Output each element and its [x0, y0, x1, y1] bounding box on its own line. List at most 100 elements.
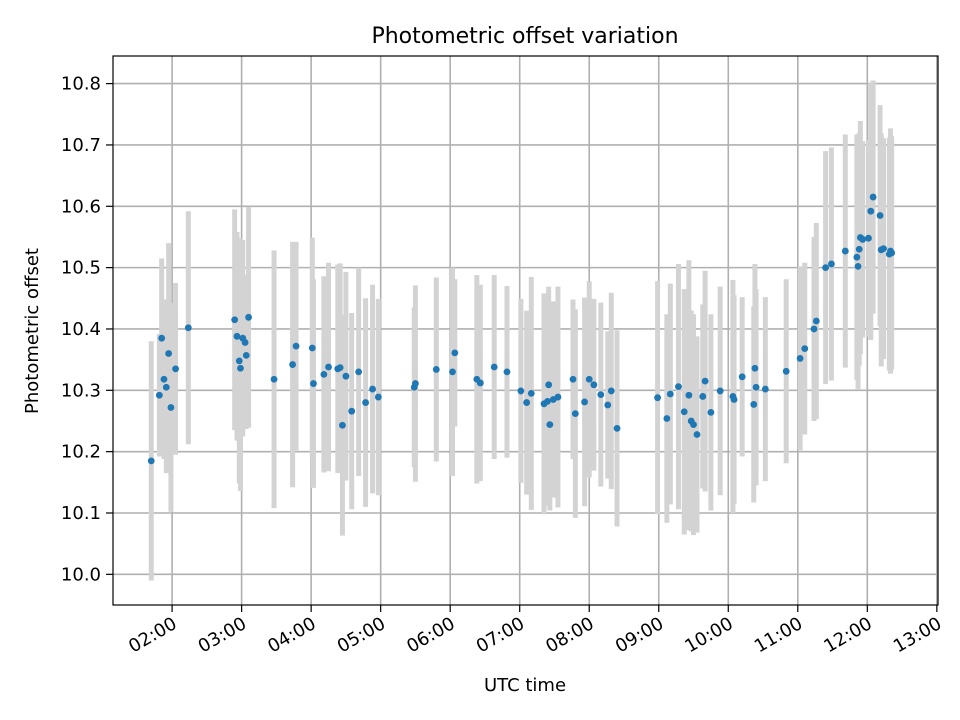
x-tick-label: 07:00: [473, 613, 528, 657]
y-axis-ticks: 10.0 10.1 10.2 10.3 10.4 10.5 10.6 10.7 10.8: [61, 74, 113, 585]
data-point: [663, 415, 671, 422]
data-point: [325, 363, 332, 371]
data-point: [827, 260, 835, 268]
data-point: [654, 394, 661, 402]
x-tick-label: 06:00: [403, 613, 458, 657]
chart-title: Photometric offset variation: [371, 24, 678, 49]
y-tick-label: 10.2: [61, 442, 101, 463]
data-point: [801, 345, 809, 352]
data-point: [855, 245, 863, 253]
data-point: [165, 350, 173, 357]
data-point: [412, 380, 419, 387]
data-point: [167, 404, 175, 411]
data-point: [241, 339, 249, 346]
data-point: [888, 249, 896, 257]
data-point: [155, 391, 163, 399]
data-point: [355, 368, 363, 376]
y-tick-label: 10.5: [61, 258, 101, 279]
data-point: [490, 363, 498, 371]
x-tick-label: 08:00: [542, 613, 597, 657]
data-point: [796, 355, 804, 362]
data-point: [585, 375, 593, 383]
error-bars: [148, 80, 895, 581]
data-point: [147, 457, 155, 465]
data-point: [716, 387, 724, 395]
data-point: [867, 207, 875, 215]
data-point: [449, 368, 456, 376]
data-point: [812, 317, 820, 325]
y-tick-label: 10.8: [61, 74, 101, 95]
data-point: [158, 334, 166, 342]
data-point: [339, 421, 346, 429]
data-point: [854, 262, 862, 270]
data-point: [571, 410, 579, 418]
x-tick-label: 13:00: [890, 613, 945, 657]
data-point: [320, 370, 328, 378]
plot-frame: [112, 55, 939, 606]
data-point: [554, 393, 562, 401]
y-tick-label: 10.7: [61, 135, 101, 156]
data-point: [730, 396, 738, 403]
data-point: [761, 385, 769, 393]
data-point: [613, 424, 621, 432]
data-point: [231, 316, 239, 324]
x-tick-label: 04:00: [264, 613, 319, 657]
data-point: [859, 236, 867, 243]
x-tick-label: 05:00: [334, 613, 389, 657]
x-tick-label: 03:00: [195, 613, 250, 657]
data-point: [752, 383, 760, 391]
data-point: [880, 245, 887, 253]
data-point: [342, 372, 350, 380]
data-point: [690, 421, 697, 429]
data-point: [675, 383, 682, 391]
data-point: [476, 379, 484, 387]
data-point: [308, 344, 316, 352]
data-point: [517, 387, 525, 395]
data-point: [160, 375, 168, 383]
data-point: [750, 401, 758, 408]
data-point: [581, 398, 588, 406]
data-point: [242, 351, 250, 359]
data-point: [841, 247, 849, 255]
data-point: [162, 383, 170, 391]
data-point: [237, 364, 244, 372]
data-point: [546, 421, 554, 429]
data-point: [597, 391, 605, 399]
x-tick-label: 02:00: [125, 613, 180, 657]
data-point: [876, 212, 884, 219]
data-point: [738, 373, 746, 381]
data-point: [362, 399, 369, 406]
data-point: [545, 381, 553, 389]
y-tick-label: 10.3: [61, 380, 101, 401]
data-point: [172, 365, 179, 373]
data-point: [233, 332, 241, 340]
x-tick-label: 12:00: [820, 613, 875, 657]
data-point: [607, 387, 615, 395]
data-point: [869, 193, 877, 201]
data-point: [701, 377, 709, 385]
data-point: [451, 349, 459, 357]
y-tick-label: 10.0: [61, 564, 101, 585]
data-point: [822, 264, 830, 272]
data-points: [147, 193, 896, 465]
data-point: [810, 325, 818, 333]
data-point: [348, 407, 356, 415]
data-point: [544, 397, 551, 405]
y-axis-label: Photometric offset: [22, 248, 43, 414]
data-point: [569, 375, 577, 383]
y-tick-label: 10.1: [61, 503, 101, 524]
data-point: [751, 364, 759, 372]
data-point: [865, 234, 872, 242]
data-point: [707, 408, 715, 416]
data-point: [184, 324, 192, 332]
data-point: [666, 390, 674, 398]
data-point: [782, 367, 790, 375]
data-point: [680, 408, 688, 416]
data-point: [693, 431, 701, 438]
x-axis-ticks: 02:00 03:00 04:00 05:00 06:00 07:00 08:00 09:00…: [125, 605, 945, 657]
data-point: [699, 393, 707, 400]
data-point: [245, 313, 252, 321]
data-point: [235, 357, 243, 365]
x-tick-label: 10:00: [681, 613, 736, 657]
